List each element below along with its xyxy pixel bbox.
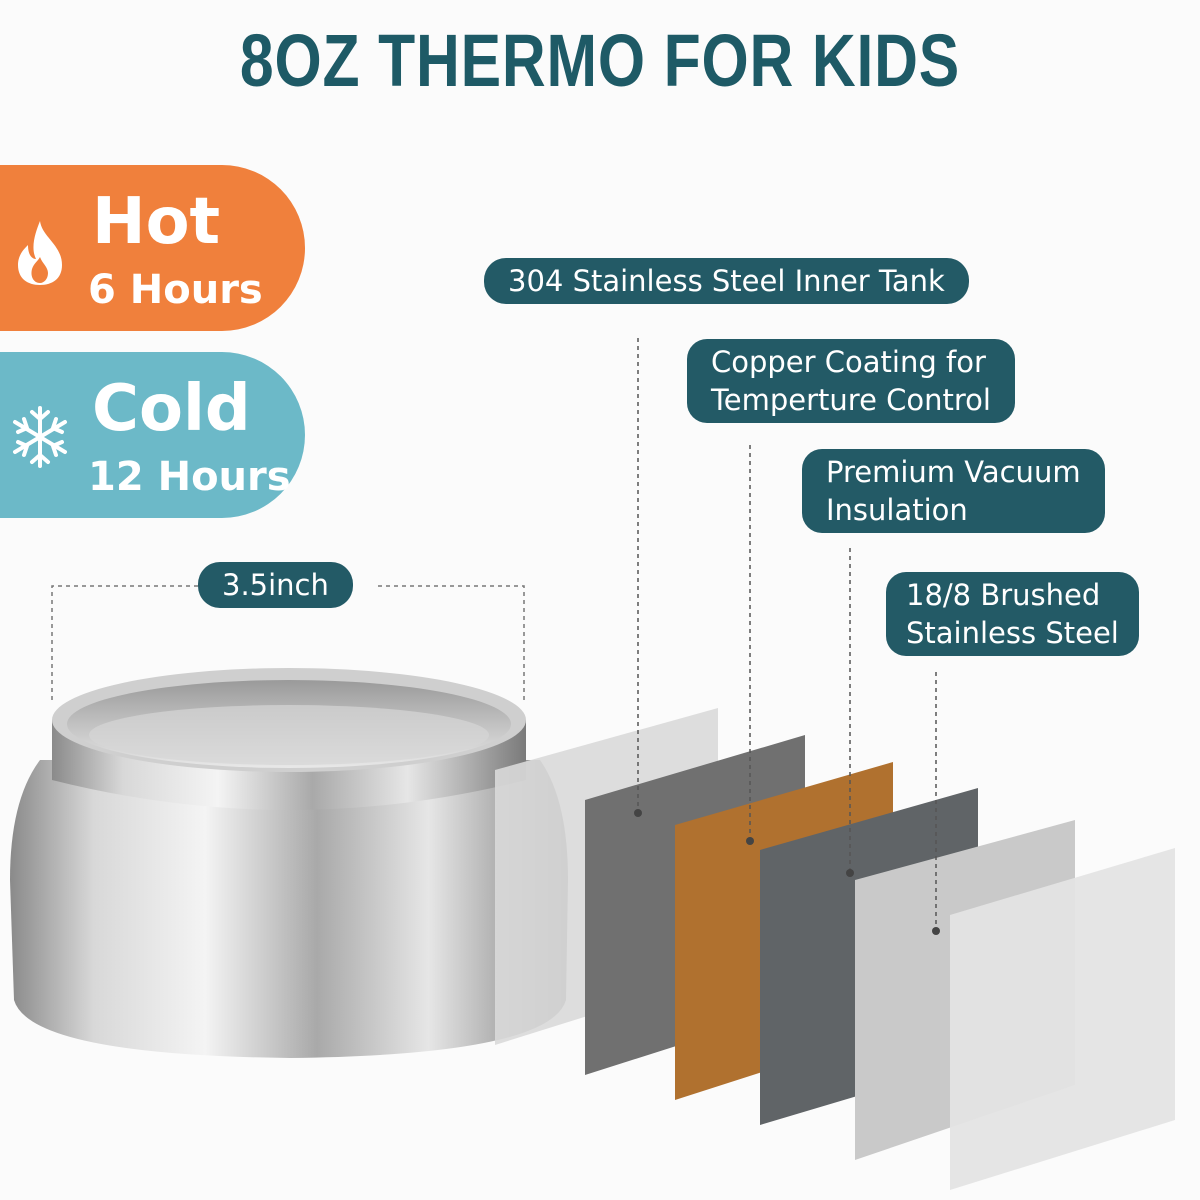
layer-outer-shell xyxy=(950,848,1175,1190)
label-line: Insulation xyxy=(826,493,968,527)
label-brushed-steel: 18/8 Brushed Stainless Steel xyxy=(886,572,1139,656)
cold-label: Cold xyxy=(92,372,251,446)
label-line: Copper Coating for xyxy=(711,345,986,379)
hot-duration: 6 Hours xyxy=(88,267,263,313)
label-line: Temperture Control xyxy=(711,383,991,417)
label-line: Stainless Steel xyxy=(906,616,1119,650)
dimension-label: 3.5inch xyxy=(198,562,353,608)
cold-badge: Cold 12 Hours xyxy=(0,352,305,518)
label-inner-tank: 304 Stainless Steel Inner Tank xyxy=(484,258,969,304)
dimension-line xyxy=(51,585,525,700)
label-vacuum-insulation: Premium Vacuum Insulation xyxy=(802,449,1105,533)
flame-icon xyxy=(18,221,62,285)
label-line: Premium Vacuum xyxy=(826,455,1081,489)
cold-duration: 12 Hours xyxy=(88,454,291,500)
hot-badge: Hot 6 Hours xyxy=(0,165,305,331)
hot-label: Hot xyxy=(92,185,221,259)
thermo-jar xyxy=(10,668,568,1058)
page-title: 8OZ THERMO FOR KIDS xyxy=(239,19,961,102)
label-copper-coating: Copper Coating for Temperture Control xyxy=(687,339,1015,423)
leader-lines xyxy=(637,338,937,930)
label-line: 18/8 Brushed xyxy=(906,578,1101,612)
insulation-layers xyxy=(495,708,1175,1190)
snowflake-icon xyxy=(13,406,67,468)
